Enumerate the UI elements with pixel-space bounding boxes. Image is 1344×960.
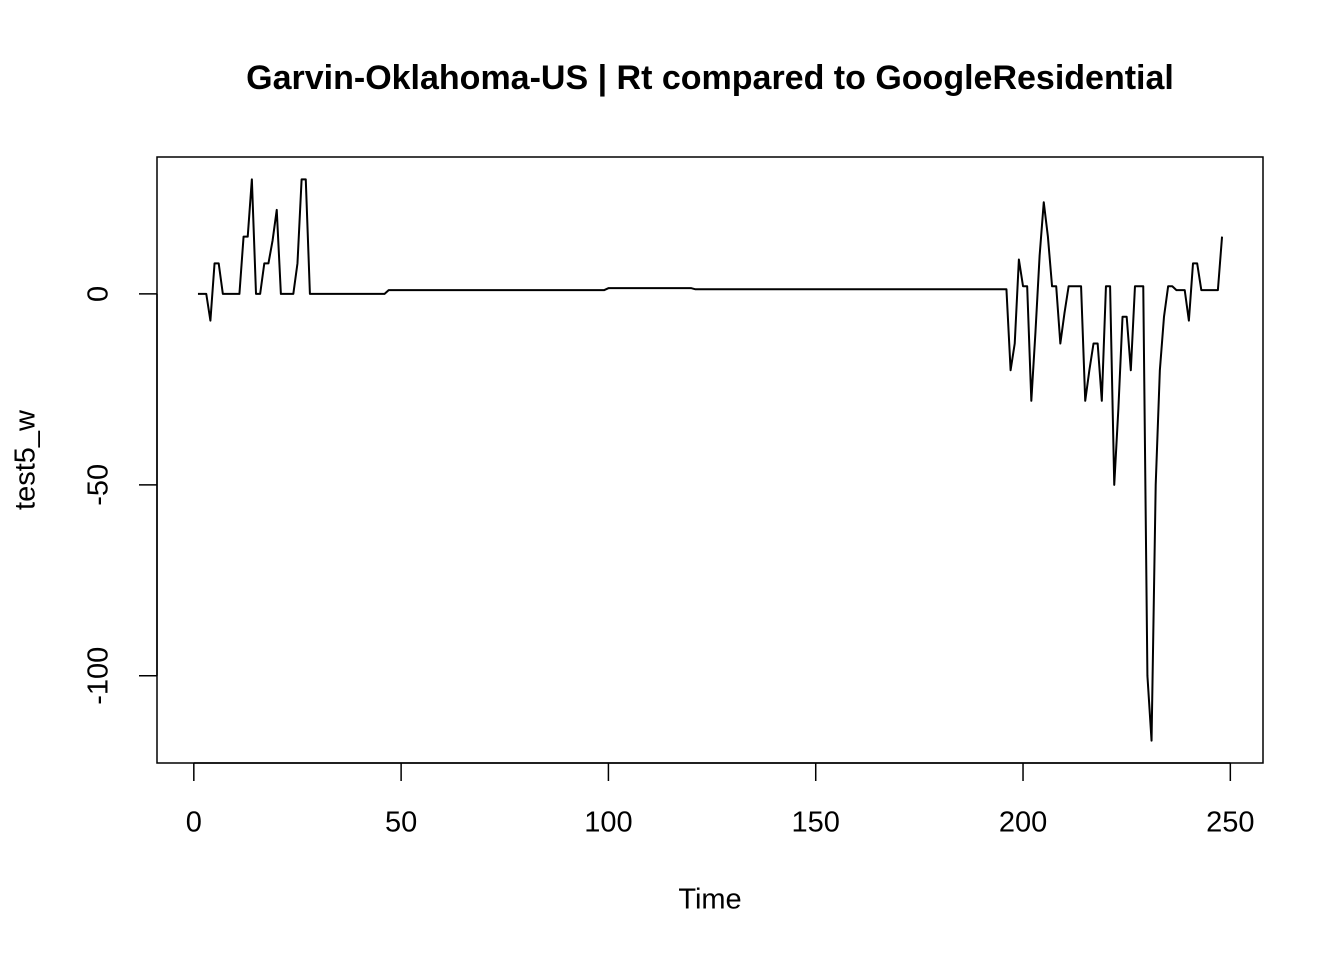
plot-frame bbox=[156, 156, 1264, 764]
x-tick-label: 50 bbox=[385, 807, 417, 839]
data-line bbox=[197, 178, 1224, 742]
x-tick-label: 250 bbox=[1206, 807, 1254, 839]
chart-title: Garvin-Oklahoma-US | Rt compared to Goog… bbox=[246, 59, 1174, 97]
y-tick-label: -100 bbox=[83, 647, 115, 705]
x-axis-label: Time bbox=[678, 884, 741, 916]
y-axis-label: test5_w bbox=[10, 409, 42, 510]
x-tick-label: 0 bbox=[186, 807, 202, 839]
y-tick-label: -50 bbox=[83, 464, 115, 506]
x-tick-label: 150 bbox=[792, 807, 840, 839]
y-tick-label: 0 bbox=[83, 286, 115, 302]
x-tick-label: 200 bbox=[999, 807, 1047, 839]
x-tick-label: 100 bbox=[584, 807, 632, 839]
